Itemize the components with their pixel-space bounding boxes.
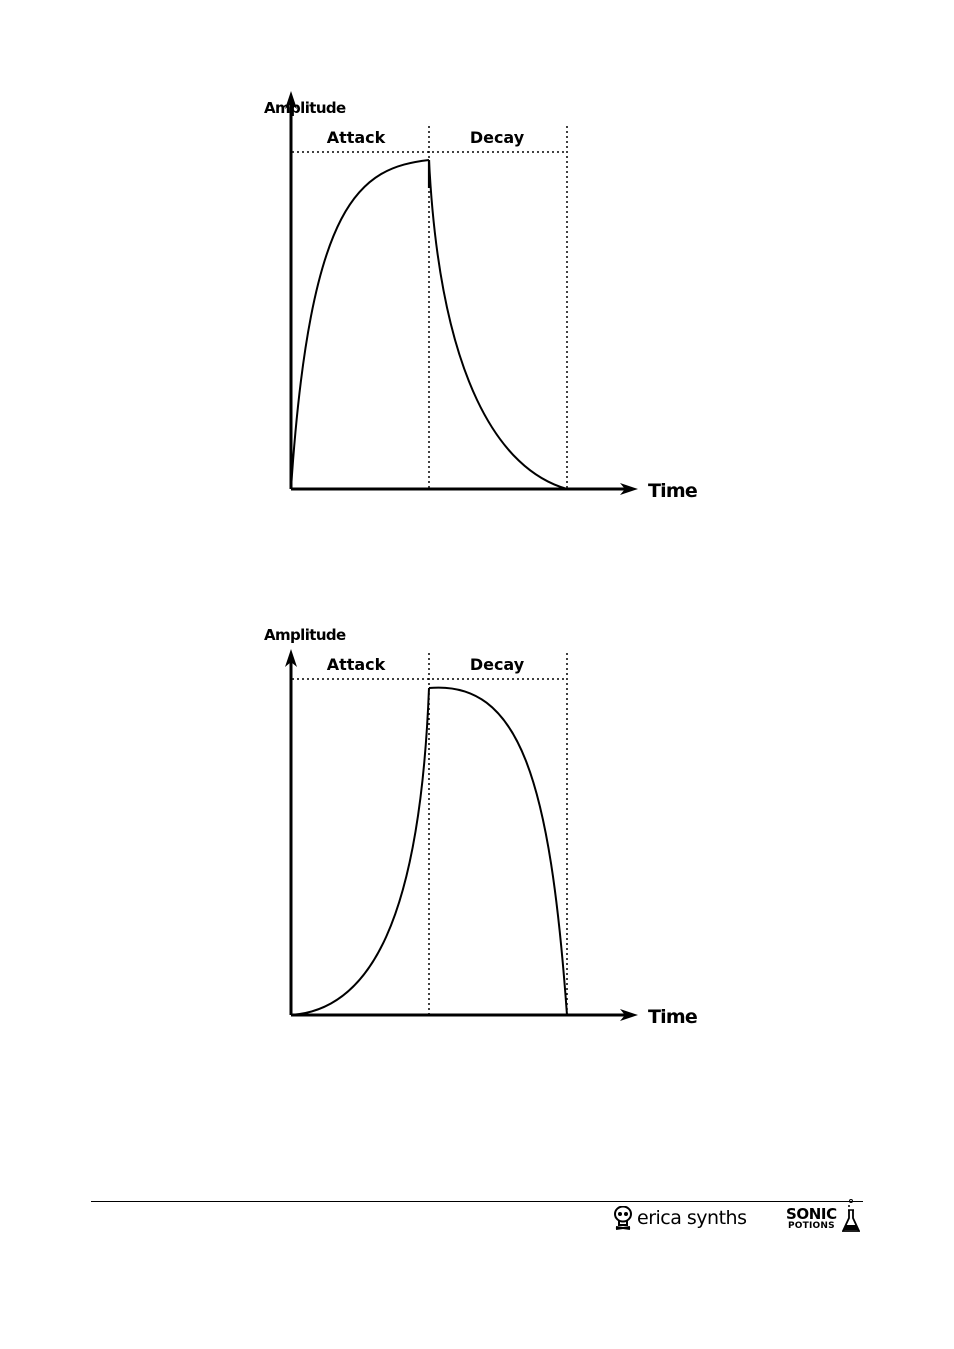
x-axis-arrowhead <box>620 1009 638 1021</box>
section-label-attack: Attack <box>327 655 386 674</box>
envelope-diagram-1: Amplitude Attack Decay Time <box>264 91 698 502</box>
envelope-diagram-2: Amplitude Attack Decay Time <box>264 626 698 1028</box>
x-axis-arrowhead <box>620 483 638 495</box>
potions-wordmark: POTIONS <box>788 1221 835 1231</box>
y-axis-arrowhead <box>285 649 297 667</box>
x-axis-label: Time <box>648 480 697 502</box>
skull-icon <box>614 1206 632 1230</box>
decay-curve <box>428 686 568 1016</box>
guide-lines <box>292 653 568 1014</box>
y-axis-label: Amplitude <box>264 99 346 117</box>
y-axis-label: Amplitude <box>264 626 346 644</box>
footer-divider <box>91 1201 863 1202</box>
section-label-decay: Decay <box>470 655 525 674</box>
y-axis-arrowhead <box>285 91 297 109</box>
attack-curve <box>290 687 430 1016</box>
x-axis-label: Time <box>648 1006 697 1028</box>
axes <box>289 102 625 491</box>
sonic-potions-logo: SONIC POTIONS <box>786 1198 862 1236</box>
axes <box>289 660 625 1017</box>
decay-curve <box>428 159 568 490</box>
erica-synths-logo: erica synths <box>613 1204 747 1232</box>
erica-synths-wordmark: erica synths <box>637 1207 747 1229</box>
section-label-decay: Decay <box>470 128 525 147</box>
flask-icon <box>842 1199 860 1232</box>
attack-curve <box>290 159 430 490</box>
sonic-wordmark: SONIC <box>786 1205 837 1223</box>
section-label-attack: Attack <box>327 128 386 147</box>
